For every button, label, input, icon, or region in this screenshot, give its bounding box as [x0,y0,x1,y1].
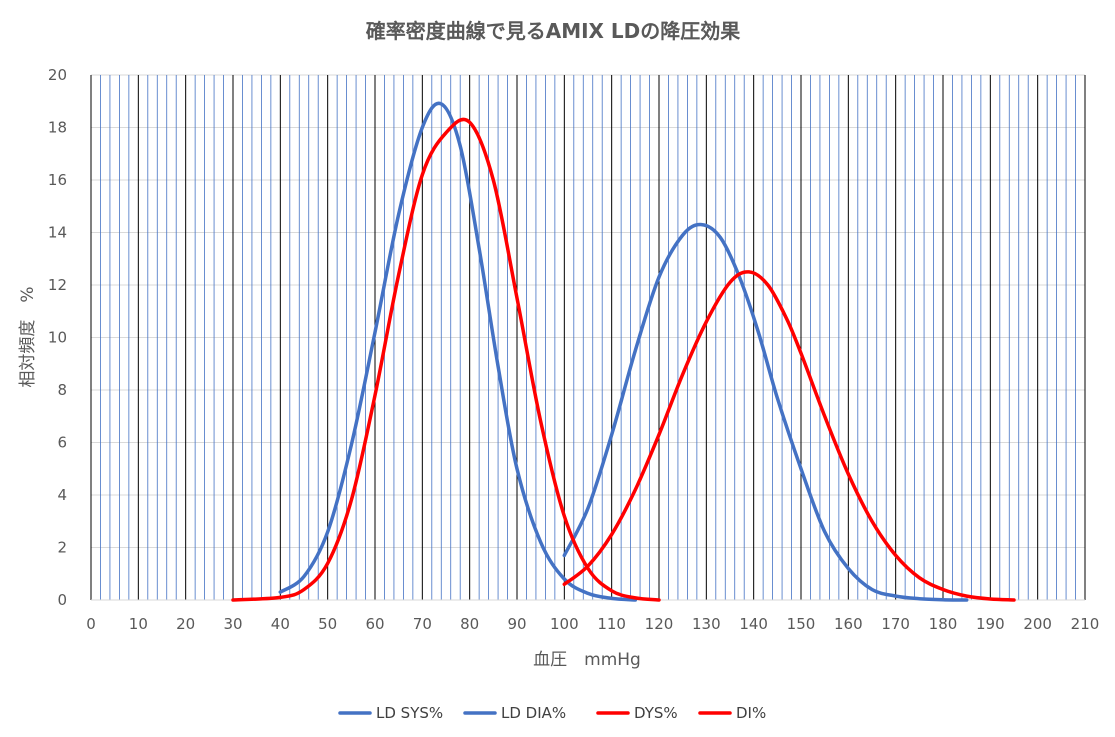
x-tick-label: 210 [1071,615,1100,633]
y-tick-label: 14 [48,224,67,242]
x-tick-label: 60 [365,615,384,633]
x-tick-label: 150 [787,615,816,633]
y-tick-label: 10 [48,329,67,347]
y-tick-labels: 0 2 4 6 8 10 12 14 16 18 20 [48,66,67,609]
x-tick-label: 180 [929,615,958,633]
series-lines [231,101,1016,602]
y-tick-label: 8 [57,381,67,399]
legend-label: LD SYS% [376,704,443,722]
legend-label: DYS% [634,704,678,722]
x-tick-label: 10 [129,615,148,633]
x-tick-label: 0 [86,615,96,633]
x-tick-label: 130 [692,615,721,633]
y-tick-label: 12 [48,276,67,294]
x-tick-label: 30 [223,615,242,633]
x-tick-label: 20 [176,615,195,633]
x-tick-label: 190 [976,615,1005,633]
chart-title: 確率密度曲線で見るAMIX LDの降圧効果 [366,19,741,43]
x-tick-label: 140 [739,615,768,633]
x-tick-label: 200 [1023,615,1052,633]
series-line-4 [231,117,661,602]
y-tick-label: 16 [48,171,67,189]
x-tick-labels: 0 10 20 30 40 50 60 70 80 90 100 110 120 130 140 150 160… [86,615,1099,633]
x-tick-label: 40 [271,615,290,633]
x-tick-label: 110 [597,615,626,633]
x-tick-label: 80 [460,615,479,633]
y-axis-label: 相対頻度 % [18,286,38,387]
x-tick-label: 100 [550,615,579,633]
y-tick-label: 0 [57,591,67,609]
series-line-1 [562,222,969,602]
y-tick-label: 20 [48,66,67,84]
legend-label: DI% [736,704,766,722]
legend: LD SYS% LD DIA% DYS% DI% [338,704,766,722]
x-tick-label: 90 [507,615,526,633]
x-tick-label: 50 [318,615,337,633]
y-tick-label: 4 [57,486,67,504]
series-line-2 [278,101,638,602]
legend-label: LD DIA% [501,704,566,722]
series-line-3 [562,270,1016,602]
x-axis-label: 血圧 mmHg [533,650,641,670]
y-tick-label: 6 [57,434,67,452]
x-tick-label: 70 [413,615,432,633]
y-tick-label: 2 [57,539,67,557]
x-tick-label: 120 [645,615,674,633]
x-tick-label: 170 [881,615,910,633]
grid [90,74,1086,601]
y-tick-label: 18 [48,119,67,137]
x-tick-label: 160 [834,615,863,633]
